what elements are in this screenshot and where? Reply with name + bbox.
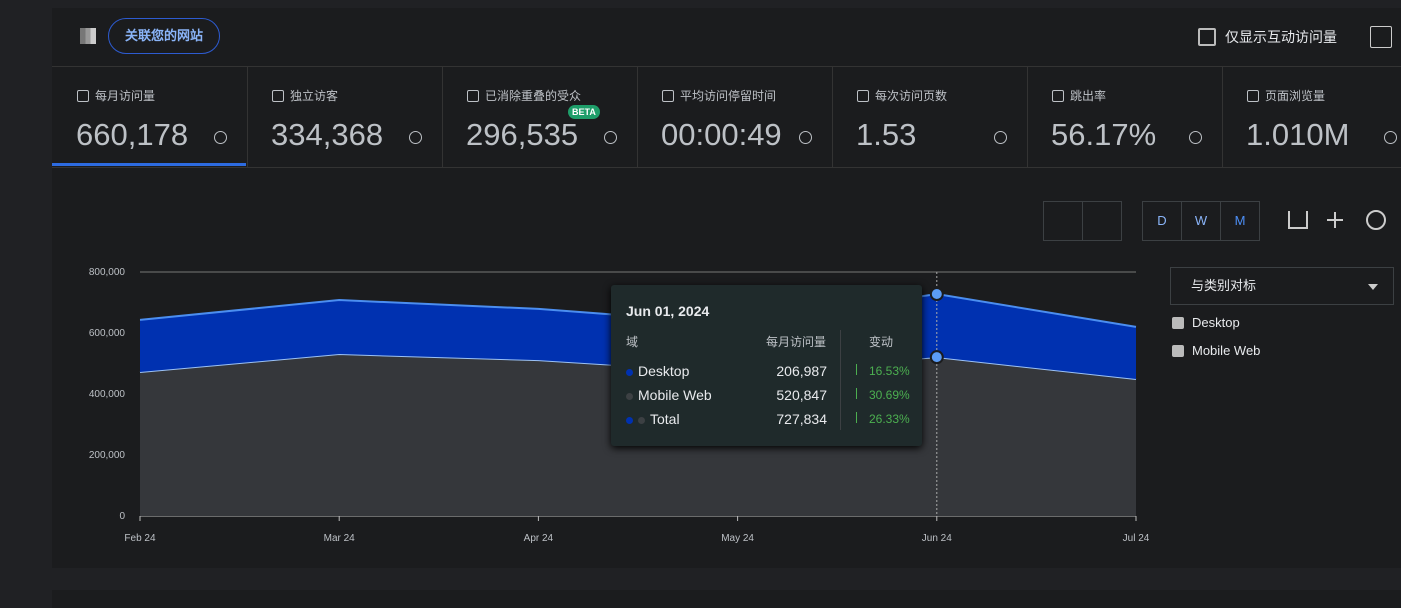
info-icon[interactable] xyxy=(994,131,1007,144)
info-icon[interactable] xyxy=(409,131,422,144)
info-icon[interactable] xyxy=(1384,131,1397,144)
metric-label: 页面浏览量 xyxy=(1265,89,1326,103)
metric-icon xyxy=(77,90,89,102)
granularity-button[interactable]: M xyxy=(1220,201,1260,241)
legend-item[interactable]: Mobile Web xyxy=(1172,343,1260,358)
tooltip-dot xyxy=(626,393,633,400)
y-tick-label: 0 xyxy=(119,511,125,522)
tooltip-change: 26.33% xyxy=(869,412,910,426)
metric-label: 每次访问页数 xyxy=(875,89,948,103)
info-icon[interactable] xyxy=(214,131,227,144)
active-tab-indicator xyxy=(52,163,246,166)
tooltip-value: 727,834 xyxy=(776,411,827,427)
metric-value: 334,368 xyxy=(271,117,384,152)
metric-card[interactable]: 独立访客 334,368 xyxy=(247,67,443,167)
metric-card[interactable]: 跳出率 56.17% xyxy=(1027,67,1223,167)
logo-icon xyxy=(80,28,96,44)
info-icon[interactable] xyxy=(799,131,812,144)
download-icon[interactable] xyxy=(1288,211,1308,229)
y-tick-label: 200,000 xyxy=(89,450,126,461)
tooltip-col: 每月访问量 xyxy=(766,335,827,349)
share-icon[interactable] xyxy=(1366,210,1386,230)
metric-label: 独立访客 xyxy=(290,89,339,103)
y-tick-label: 800,000 xyxy=(89,267,126,278)
metric-value: 56.17% xyxy=(1051,117,1157,152)
tooltip-dot xyxy=(626,369,633,376)
metric-value: 1.010M xyxy=(1246,117,1350,152)
tooltip-divider xyxy=(840,330,841,430)
metric-icon xyxy=(1052,90,1064,102)
tooltip-col: 域 xyxy=(626,335,639,349)
link-site-button[interactable]: 关联您的网站 xyxy=(108,18,221,54)
tooltip-title: Jun 01, 2024 xyxy=(626,303,710,319)
legend-checkbox xyxy=(1172,317,1184,329)
metric-icon xyxy=(1247,90,1259,102)
metric-label: 平均访问停留时间 xyxy=(680,89,777,103)
x-tick-label: Apr 24 xyxy=(524,533,554,544)
metric-icon xyxy=(662,90,674,102)
tooltip-change: 30.69% xyxy=(869,388,910,402)
tooltip-name: Total xyxy=(650,411,680,427)
legend-item[interactable]: Desktop xyxy=(1172,315,1240,330)
metric-card[interactable]: 页面浏览量 1.010M xyxy=(1222,67,1401,167)
metric-icon xyxy=(857,90,869,102)
metric-value: 1.53 xyxy=(856,117,917,152)
x-tick-label: Feb 24 xyxy=(124,533,156,544)
tooltip: Jun 01, 2024 域 每月访问量 变动 Desktop 206,987 16… xyxy=(611,285,922,446)
info-icon[interactable] xyxy=(604,131,617,144)
compare-dropdown[interactable]: 与类别对标 xyxy=(1170,267,1394,305)
legend-checkbox xyxy=(1172,345,1184,357)
info-icon[interactable] xyxy=(1189,131,1202,144)
metric-label: 每月访问量 xyxy=(95,89,156,103)
tooltip-name: Desktop xyxy=(638,363,690,379)
tooltip-arrow xyxy=(856,412,857,423)
tooltip-value: 520,847 xyxy=(776,387,827,403)
x-tick-label: Mar 24 xyxy=(324,533,356,544)
metric-card[interactable]: 每次访问页数 1.53 xyxy=(832,67,1028,167)
next-section xyxy=(52,590,1401,608)
hover-point xyxy=(929,287,944,302)
hover-point xyxy=(929,350,944,365)
metric-card[interactable]: 平均访问停留时间 00:00:49 xyxy=(637,67,833,167)
line-chart-button[interactable] xyxy=(1082,201,1122,241)
metric-card[interactable]: 已消除重叠的受众 296,535 BETA xyxy=(442,67,638,167)
metrics-row: 每月访问量 660,178 独立访客 334,368 已消除重叠的受众 296,535 BE… xyxy=(52,66,1401,168)
tooltip-change: 16.53% xyxy=(869,364,910,378)
tooltip-name: Mobile Web xyxy=(638,387,712,403)
dropdown-arrow xyxy=(1368,284,1378,295)
checkbox-label[interactable]: 仅显示互动访问量 xyxy=(1225,29,1337,45)
y-tick-label: 400,000 xyxy=(89,389,126,400)
tooltip-value: 206,987 xyxy=(776,363,827,379)
metric-label: 已消除重叠的受众 xyxy=(485,89,582,103)
beta-badge: BETA xyxy=(568,105,600,119)
x-tick-label: Jun 24 xyxy=(922,533,952,544)
metric-icon xyxy=(272,90,284,102)
metric-value: 00:00:49 xyxy=(661,117,782,152)
metric-value: 296,535 xyxy=(466,117,579,152)
metric-value: 660,178 xyxy=(76,117,189,152)
tooltip-col: 变动 xyxy=(869,335,894,349)
add-icon-v[interactable] xyxy=(1334,212,1336,228)
tooltip-arrow xyxy=(856,364,857,375)
x-tick-label: Jul 24 xyxy=(1123,533,1150,544)
metric-card[interactable]: 每月访问量 660,178 xyxy=(52,67,248,167)
tooltip-dot xyxy=(638,417,645,424)
x-tick-label: May 24 xyxy=(721,533,754,544)
metric-icon xyxy=(467,90,479,102)
checkbox[interactable] xyxy=(1198,28,1216,46)
metric-label: 跳出率 xyxy=(1070,89,1107,103)
tooltip-dot xyxy=(626,417,633,424)
tooltip-arrow xyxy=(856,388,857,399)
y-tick-label: 600,000 xyxy=(89,328,126,339)
excel-icon[interactable] xyxy=(1370,26,1392,48)
